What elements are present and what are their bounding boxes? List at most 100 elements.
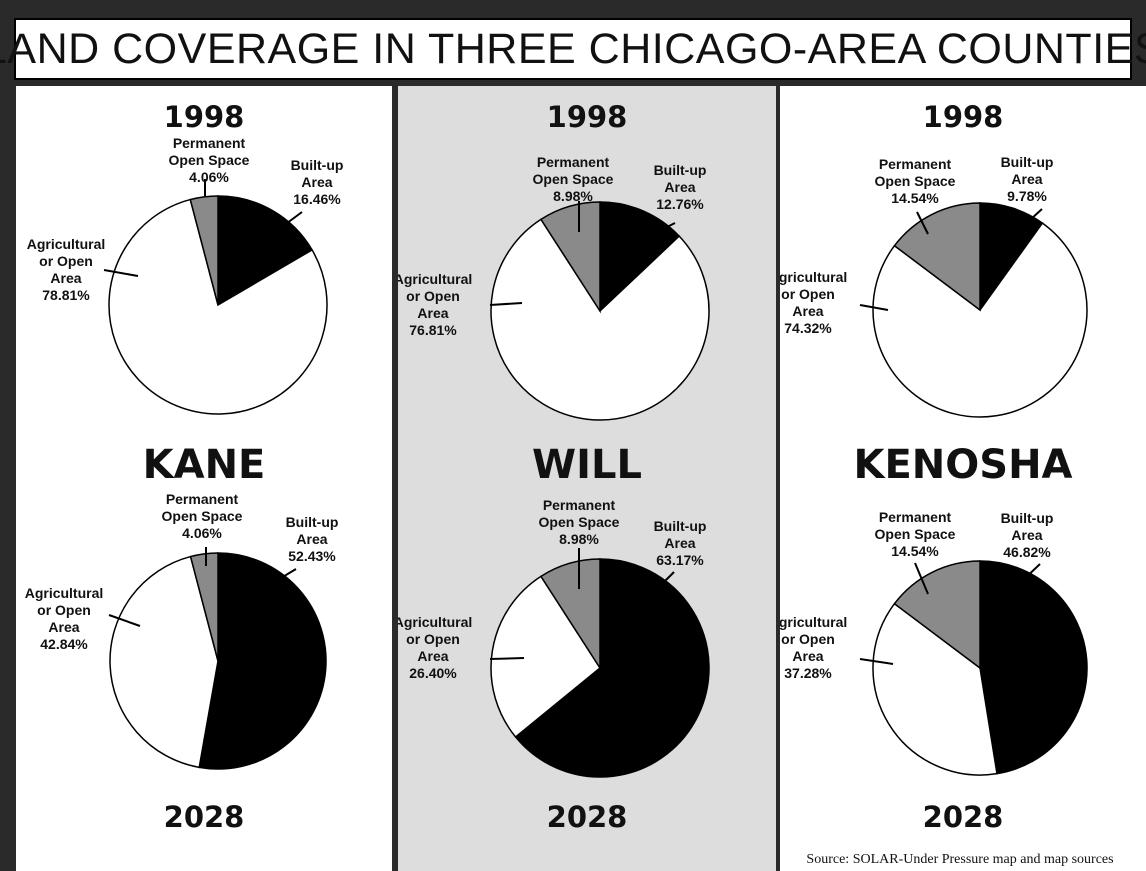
pie-slice-agricultural [872,602,998,776]
label-open-space: Permanent [879,509,952,525]
leader-line-built-up [270,568,297,585]
year-label-bottom: 2028 [923,800,1004,834]
label-built-up: Built-up [1001,510,1054,526]
leader-line-open-space [914,562,929,595]
leader-line-open-space [916,211,929,235]
label-agricultural: 26.40% [409,665,457,681]
label-built-up: Built-up [1001,154,1054,170]
label-open-space: 8.98% [559,531,599,547]
title-box: LAND COVERAGE IN THREE CHICAGO-AREA COUN… [0,18,1146,80]
label-agricultural: Area [50,270,81,286]
leader-line-built-up [652,222,676,235]
source-note: Source: SOLAR-Under Pressure map and map… [806,852,1113,867]
label-built-up: 9.78% [1007,188,1047,204]
label-agricultural: 76.81% [409,322,457,338]
county-name: KANE [143,442,266,488]
leader-line-agricultural [108,614,141,627]
kane-column: 1998 KANE 2028 Permanent Open Space 4.06% Buil… [16,86,392,871]
label-agricultural: or Open [37,602,91,618]
pie-slice-open-space [539,201,601,314]
label-built-up: Area [301,174,332,190]
label-agricultural: Area [417,648,448,664]
leader-line-built-up [270,211,303,236]
label-built-up: 16.46% [293,191,341,207]
label-open-space: 4.06% [189,169,229,185]
label-agricultural: Area [417,305,448,321]
label-open-space: Open Space [162,508,243,524]
label-built-up: 46.82% [1003,544,1051,560]
label-built-up: 52.43% [288,548,336,564]
label-open-space: Open Space [533,171,614,187]
label-agricultural: 37.28% [784,665,832,681]
label-agricultural: Agricultural [398,614,472,630]
label-built-up: Area [296,531,327,547]
label-agricultural: Area [792,648,823,664]
will-column: 1998 WILL 2028 Permanent Open Space 8.98% Buil… [398,86,776,871]
chart-title: LAND COVERAGE IN THREE CHICAGO-AREA COUN… [0,24,1146,73]
label-open-space: 14.54% [891,543,939,559]
pie-slice-agricultural [490,575,601,739]
label-agricultural: Area [48,619,79,635]
year-label-bottom: 2028 [547,800,628,834]
pie-slice-built-up [198,552,327,770]
year-label-top: 1998 [547,100,628,134]
pie-slice-built-up [979,560,1088,775]
label-agricultural: Agricultural [780,269,847,285]
leader-line-agricultural [859,304,889,311]
leader-line-agricultural [859,658,894,665]
label-built-up: Built-up [654,162,707,178]
label-open-space: Open Space [875,526,956,542]
label-agricultural: or Open [781,286,835,302]
label-agricultural: Agricultural [25,585,104,601]
year-label-bottom: 2028 [164,800,245,834]
leader-line-built-up [656,571,675,590]
leader-line-built-up [1019,563,1041,584]
label-open-space: Permanent [537,154,610,170]
pie-slice-agricultural [108,198,328,415]
label-open-space: Open Space [875,173,956,189]
label-open-space: 4.06% [182,525,222,541]
label-agricultural: or Open [406,288,460,304]
pie-slice-open-space [189,195,219,306]
county-name: WILL [532,442,642,488]
label-built-up: Built-up [286,514,339,530]
label-built-up: Area [664,179,695,195]
label-agricultural: 74.32% [784,320,832,336]
label-agricultural: 42.84% [40,636,88,652]
label-open-space: Open Space [539,514,620,530]
label-built-up: Built-up [291,157,344,173]
label-built-up: Area [1011,527,1042,543]
year-label-top: 1998 [923,100,1004,134]
label-agricultural: Agricultural [27,236,106,252]
year-label-top: 1998 [164,100,245,134]
leader-line-built-up [1018,208,1043,231]
label-agricultural: Agricultural [398,271,472,287]
label-built-up: Built-up [654,518,707,534]
leader-line-agricultural [103,269,139,277]
pie-slice-agricultural [109,555,219,769]
kenosha-column: 1998 KENOSHA 2028 Permanent Open Space 14.54%… [780,86,1146,871]
pie-slice-open-space [539,558,601,671]
pie-slice-built-up [217,195,314,307]
label-built-up: 63.17% [656,552,704,568]
label-open-space: 14.54% [891,190,939,206]
label-agricultural: or Open [781,631,835,647]
label-agricultural: or Open [406,631,460,647]
leader-line-agricultural [489,302,523,306]
label-open-space: Permanent [166,491,239,507]
pie-slice-built-up [599,201,681,313]
label-open-space: Permanent [879,156,952,172]
pie-slice-open-space [189,552,219,662]
pie-slice-open-space [893,560,981,670]
label-open-space: Permanent [543,497,616,513]
